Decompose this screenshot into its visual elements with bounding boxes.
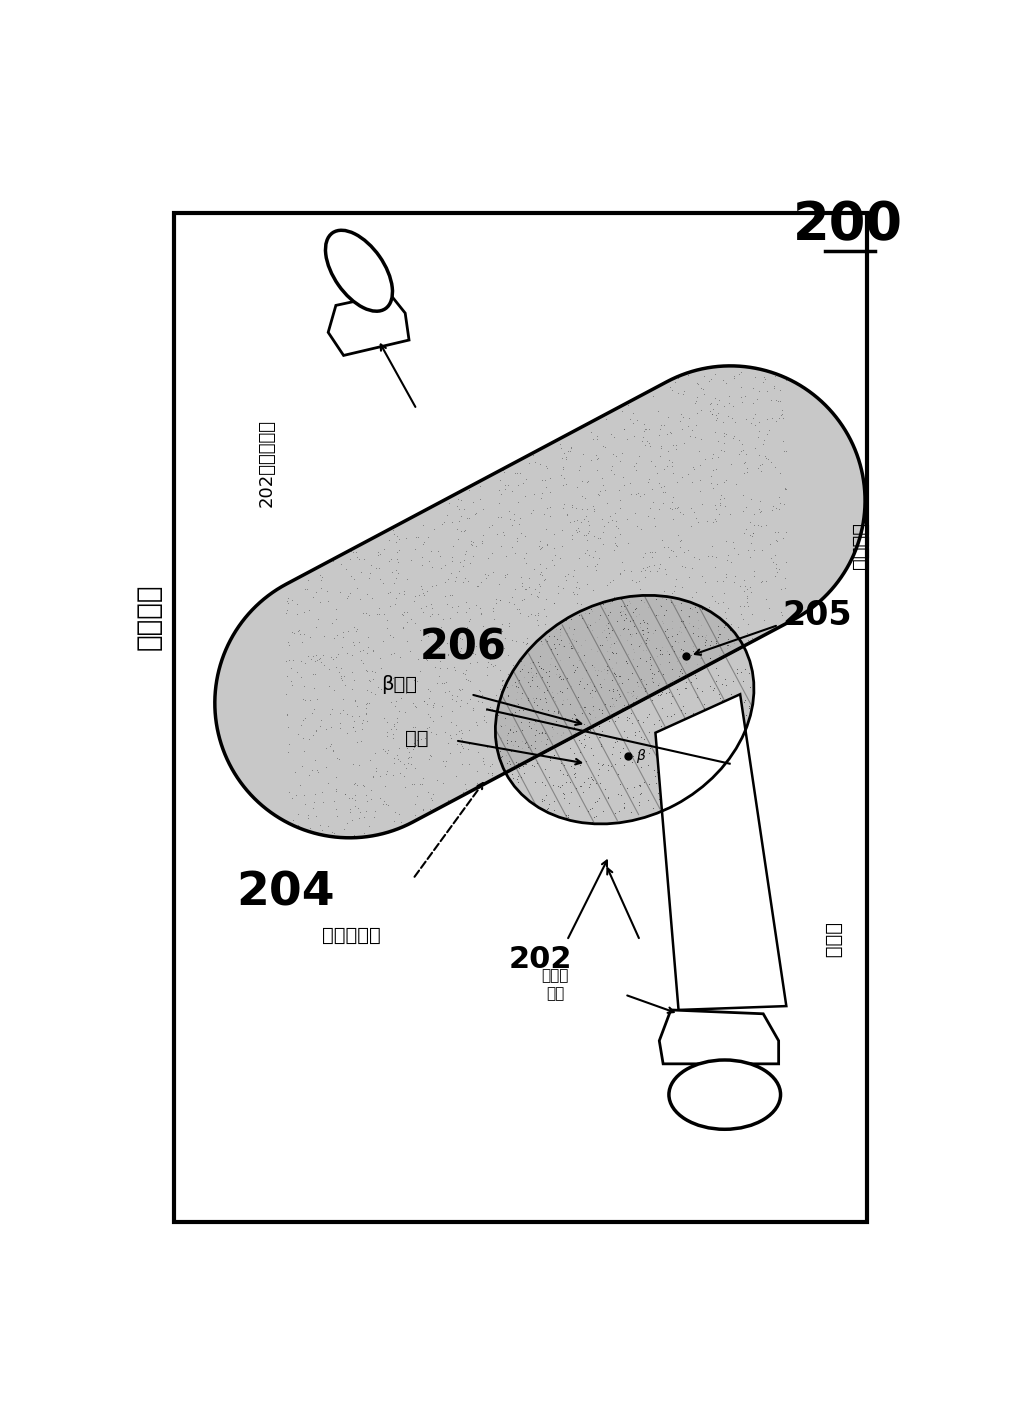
Text: 光电倍
增管: 光电倍 增管 — [542, 968, 569, 1001]
Text: 闪烁光: 闪烁光 — [823, 923, 842, 958]
Text: 202光电倍增管: 202光电倍增管 — [257, 419, 276, 508]
Text: 206: 206 — [420, 627, 507, 668]
Bar — [174, 213, 868, 1221]
Polygon shape — [660, 1010, 779, 1064]
Text: 205: 205 — [783, 599, 852, 631]
Ellipse shape — [326, 230, 393, 311]
Text: β探测: β探测 — [381, 675, 417, 694]
Text: 介质: 介质 — [404, 729, 428, 748]
Ellipse shape — [669, 1059, 781, 1129]
Text: 204: 204 — [237, 872, 335, 916]
Polygon shape — [328, 294, 409, 356]
Polygon shape — [656, 694, 786, 1010]
Text: 闸活化材料: 闸活化材料 — [322, 926, 381, 944]
Text: β: β — [636, 749, 645, 762]
Ellipse shape — [495, 596, 754, 823]
Polygon shape — [215, 365, 865, 838]
Text: 外部探测: 外部探测 — [134, 584, 162, 650]
Text: 200: 200 — [793, 199, 903, 250]
Text: 裂变中子: 裂变中子 — [850, 525, 869, 572]
Text: 202: 202 — [508, 944, 572, 974]
